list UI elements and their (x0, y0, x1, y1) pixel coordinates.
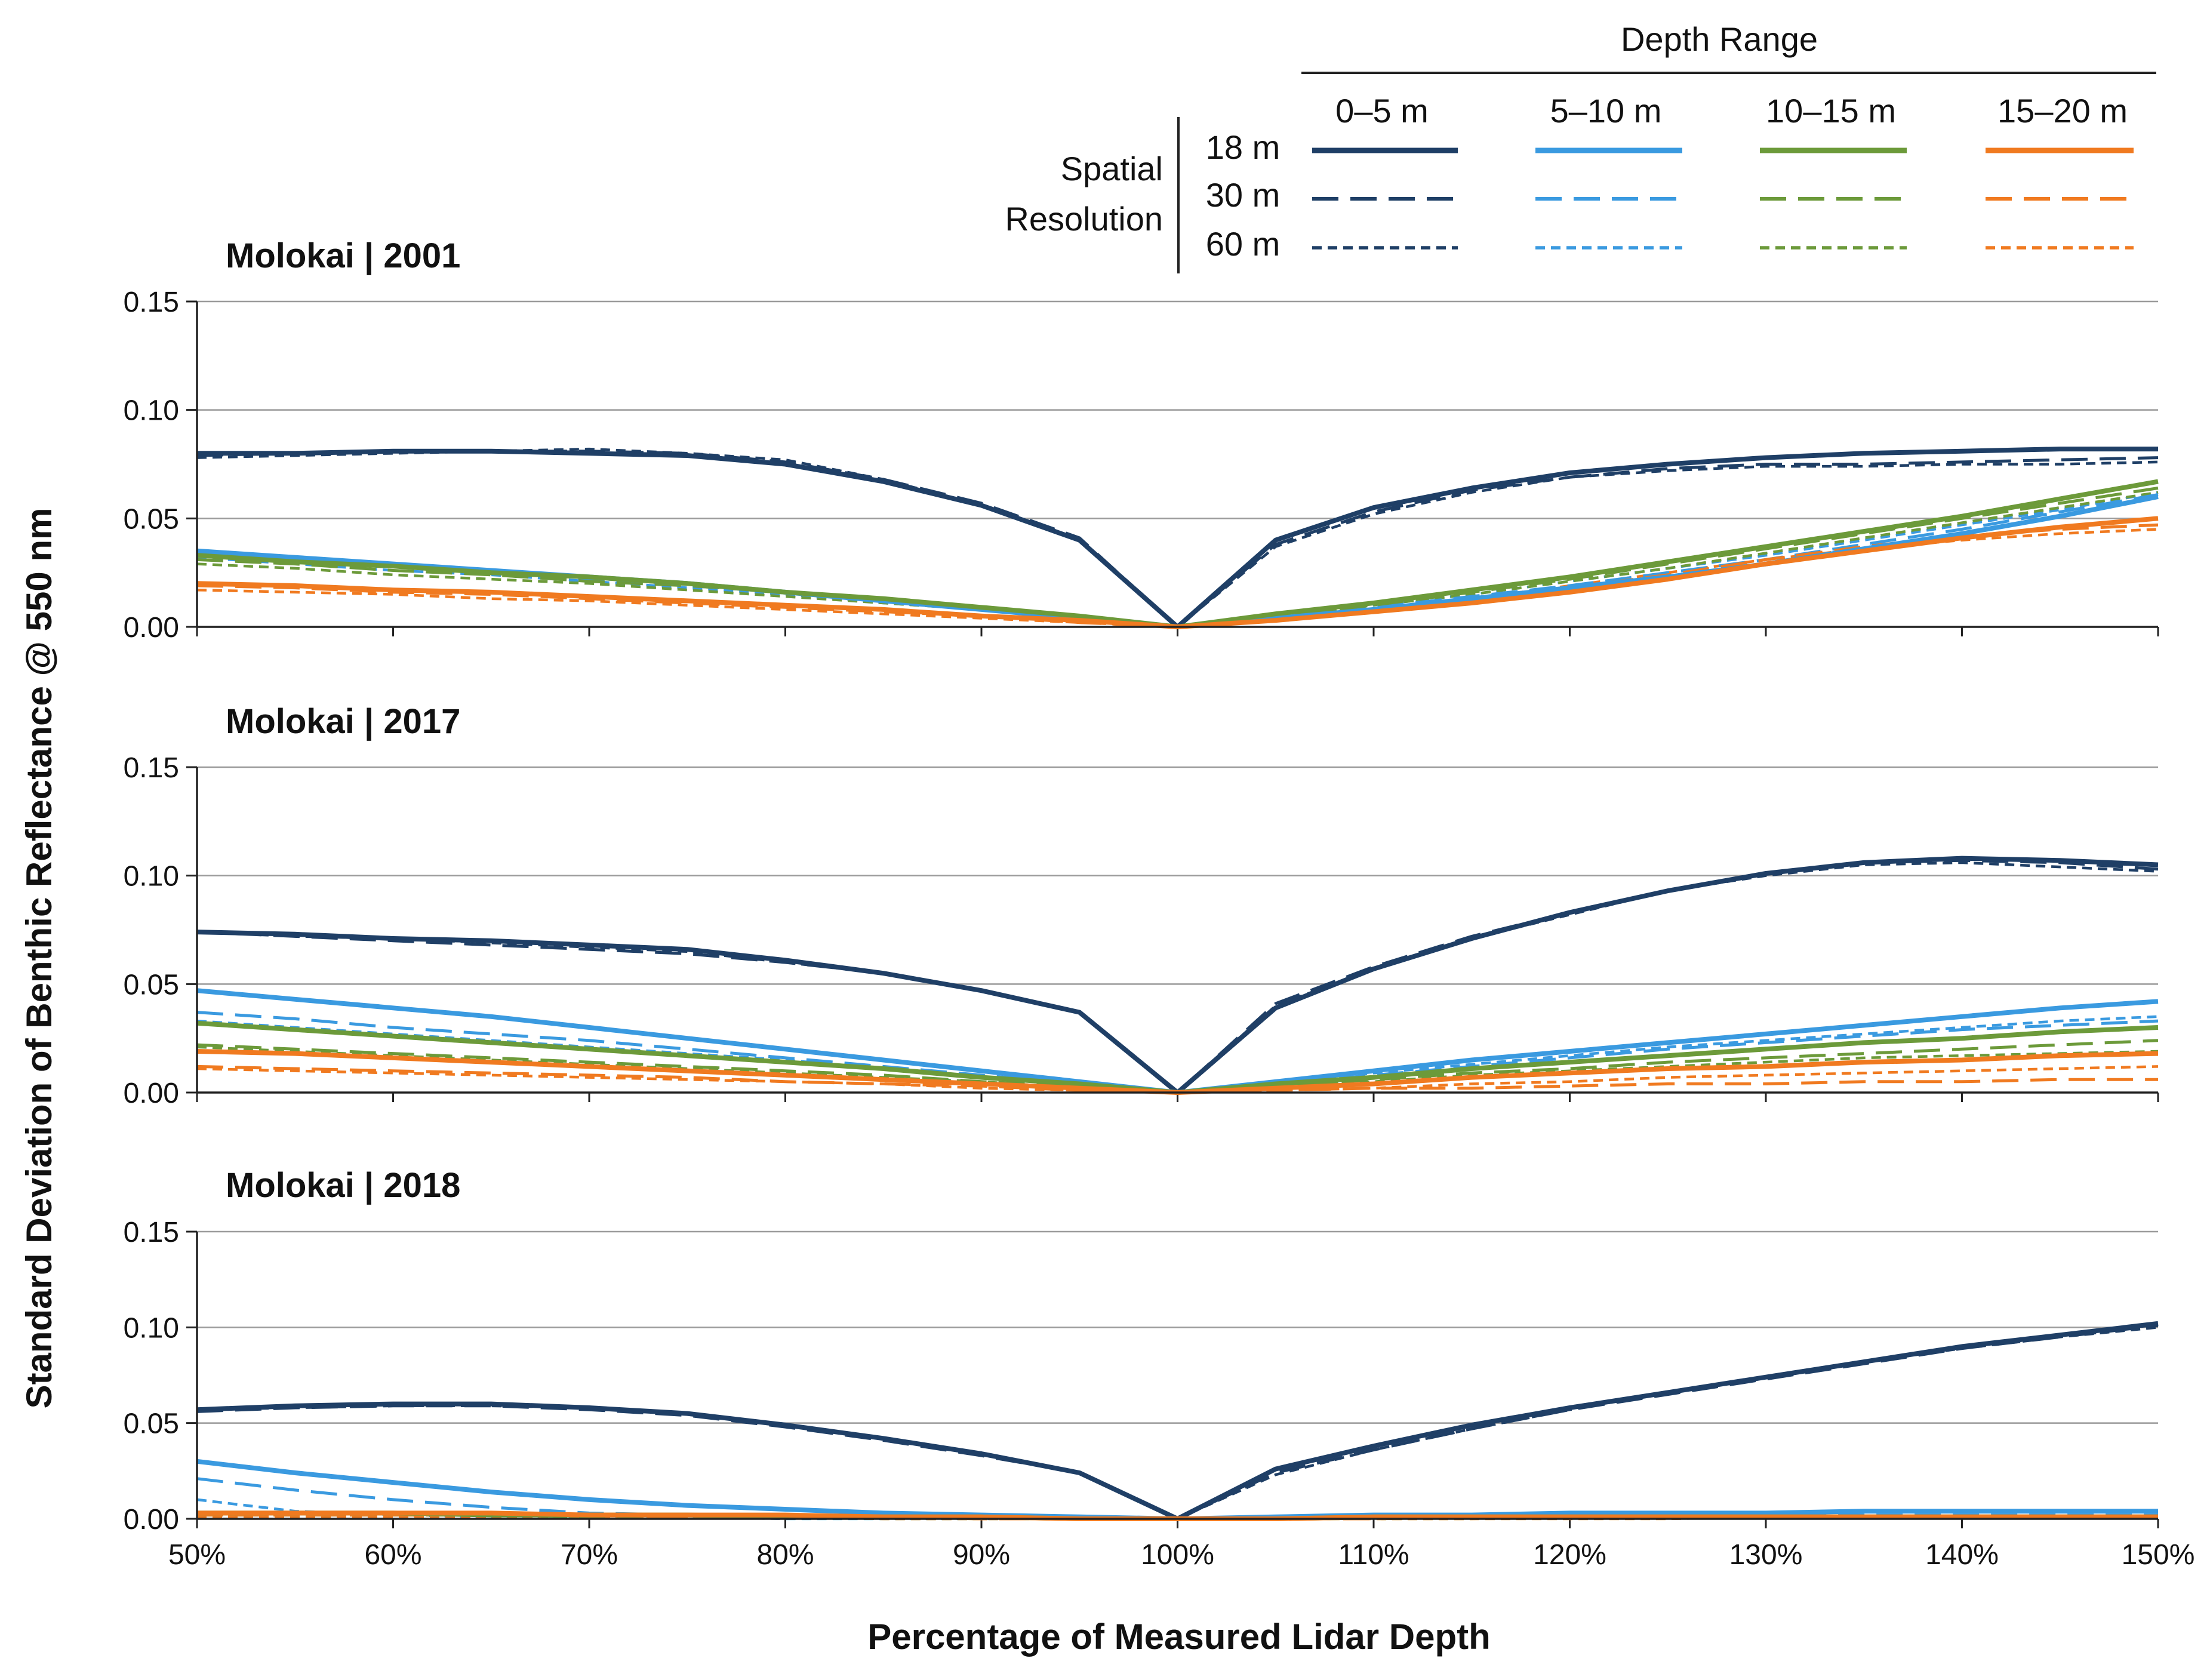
y-tick-label: 0.00 (124, 1078, 179, 1109)
series-line (196, 1477, 2158, 1521)
series-group (196, 1321, 2159, 1521)
legend-depth-label: 0–5 m (1335, 92, 1429, 130)
legend-resolution-label: 30 m (1206, 176, 1281, 214)
x-tick-label: 140% (1925, 1539, 1999, 1571)
series-line (196, 494, 2159, 629)
legend-row-title-line-1: Spatial (1061, 150, 1163, 187)
legend-depth-label: 15–20 m (1997, 92, 2128, 130)
y-tick-label: 0.10 (124, 395, 179, 427)
series-line (196, 479, 2159, 629)
series-line (196, 493, 2159, 629)
y-tick-label: 0.05 (124, 503, 179, 535)
series-line (197, 447, 2158, 629)
series-line (196, 1011, 2159, 1094)
y-tick-label: 0.15 (124, 1217, 179, 1248)
x-tick-label: 110% (1338, 1539, 1409, 1571)
legend-resolution-label: 18 m (1206, 128, 1281, 166)
series-line (196, 1039, 2159, 1094)
legend-swatches (1312, 147, 2134, 250)
x-tick-labels: 50% 60% 70% 80% 90% 100% 110% 120% 130% 140% 150% (168, 1539, 2194, 1571)
series-line (196, 447, 2159, 629)
y-tick-label: 0.00 (124, 1504, 179, 1536)
legend-depth-label: 10–15 m (1766, 92, 1896, 130)
x-tick-label: 130% (1729, 1539, 1803, 1571)
series-line (196, 1045, 2159, 1094)
series-group (196, 856, 2159, 1095)
y-tick-label: 0.10 (124, 1312, 179, 1344)
series-line (196, 528, 2159, 629)
x-tick-label: 90% (953, 1539, 1010, 1571)
series-line (196, 487, 2159, 629)
panel-2: Molokai | 2017 0.00 0.05 0.10 0.15 (124, 702, 2159, 1109)
series-line (196, 450, 2159, 629)
legend-title: Depth Range (1621, 20, 1818, 58)
series-line (196, 523, 2159, 629)
x-tick-label: 60% (364, 1539, 421, 1571)
y-tick-label: 0.10 (124, 861, 179, 893)
panel-title: Molokai | 2001 (226, 236, 460, 275)
y-tick-label: 0.05 (124, 1408, 179, 1440)
legend-row-title-line-2: Resolution (1005, 200, 1163, 238)
x-axis-title: Percentage of Measured Lidar Depth (867, 1617, 1491, 1657)
legend-depth-label: 5–10 m (1550, 92, 1662, 130)
panel-title: Molokai | 2018 (226, 1166, 460, 1205)
panel-1: Molokai | 2001 0.00 0.05 0.10 0.15 (124, 236, 2159, 644)
legend: Depth Range Spatial Resolution 18 m 30 m… (1005, 20, 2156, 273)
x-tick-label: 50% (168, 1539, 226, 1571)
y-axis-title: Standard Deviation of Benthic Reflectanc… (19, 508, 59, 1409)
panel-title: Molokai | 2017 (226, 702, 460, 741)
x-tick-label: 150% (2122, 1539, 2195, 1571)
panel-3: Molokai | 2018 0.00 0.05 0.10 0.15 (124, 1166, 2159, 1536)
y-tick-label: 0.00 (124, 612, 179, 644)
y-tick-label: 0.05 (124, 969, 179, 1001)
series-line (196, 1064, 2158, 1094)
series-line (196, 1065, 2159, 1094)
series-group (196, 447, 2159, 629)
series-line (196, 491, 2159, 629)
series-line (196, 1459, 2158, 1521)
y-tick-label: 0.15 (124, 287, 179, 318)
x-tick-label: 120% (1533, 1539, 1606, 1571)
series-line (196, 491, 2159, 629)
x-tick-label: 100% (1141, 1539, 1214, 1571)
series-line (196, 1321, 2159, 1521)
y-tick-label: 0.15 (124, 752, 179, 784)
legend-resolution-label: 60 m (1206, 225, 1281, 263)
x-tick-label: 80% (756, 1539, 814, 1571)
x-tick-label: 70% (561, 1539, 618, 1571)
